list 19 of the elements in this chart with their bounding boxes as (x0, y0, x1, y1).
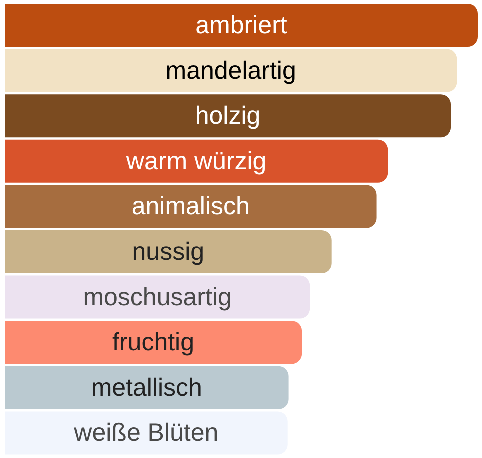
y-tick-label: nussig (132, 238, 205, 266)
bar (5, 140, 388, 183)
y-tick-label: mandelartig (166, 56, 296, 85)
y-tick-label: animalisch (132, 192, 250, 221)
y-tick-label: warm würzig (125, 147, 267, 176)
y-tick-label: metallisch (91, 374, 202, 402)
bar (5, 4, 478, 47)
y-tick-label: weiße Blüten (73, 419, 219, 448)
bar (5, 366, 289, 410)
y-tick-label: holzig (195, 102, 261, 130)
y-tick-label: moschusartig (83, 283, 232, 312)
bar (5, 94, 452, 138)
bar (5, 185, 377, 228)
y-tick-label: ambriert (196, 12, 288, 40)
bar (5, 49, 458, 92)
y-tick-label: fruchtig (112, 328, 195, 357)
bar (5, 321, 302, 364)
bar (5, 230, 332, 274)
bar (5, 276, 310, 319)
